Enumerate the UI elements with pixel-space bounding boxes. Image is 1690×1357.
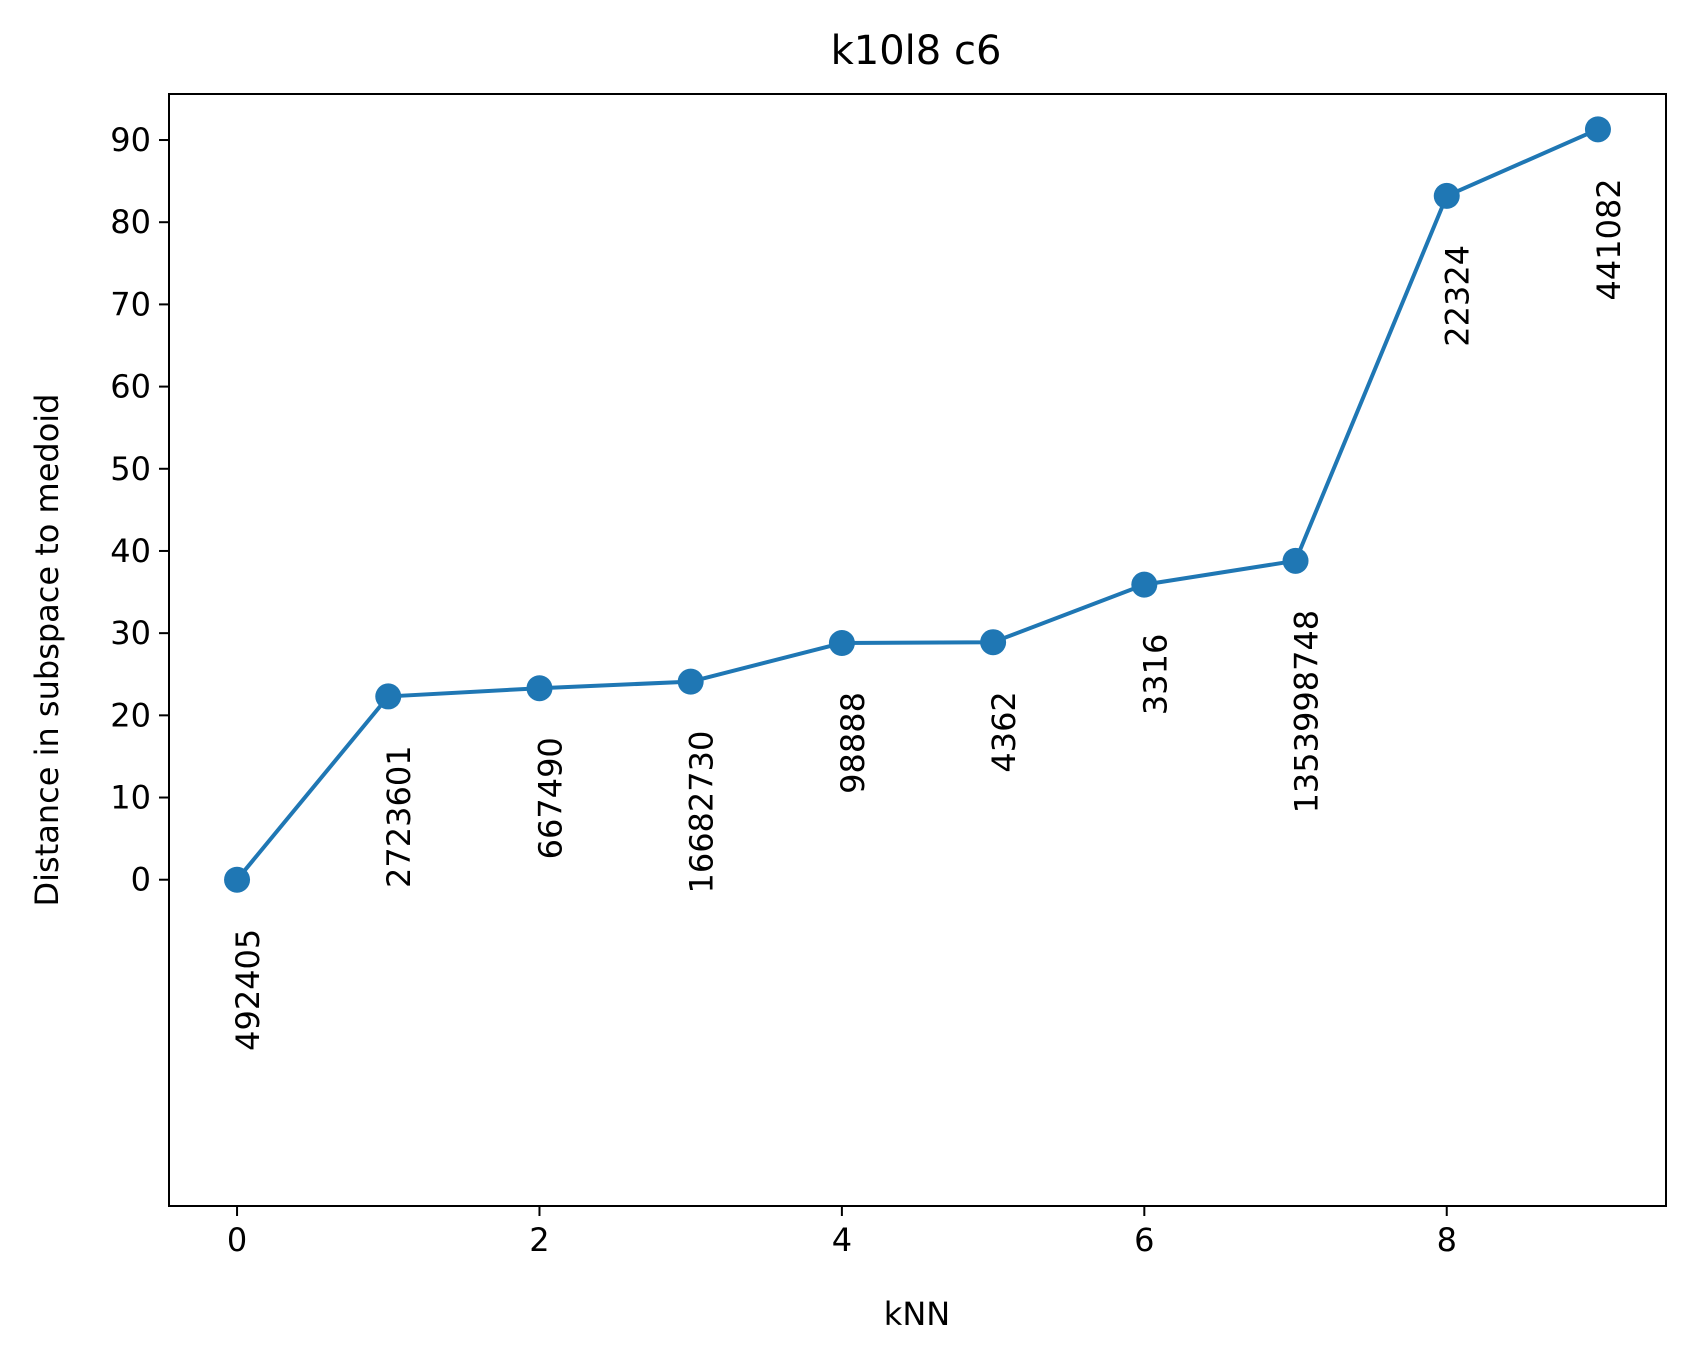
point-label: 22324: [1439, 245, 1477, 347]
x-tick-label: 4: [832, 1221, 852, 1259]
data-point: [375, 683, 402, 710]
x-axis-label: kNN: [884, 1295, 950, 1333]
data-point: [224, 866, 251, 893]
x-axis: 0 2 4 6 8: [227, 1206, 1457, 1259]
point-label: 2723601: [380, 745, 418, 888]
y-tick-label: 40: [110, 532, 151, 570]
point-label: 492405: [229, 929, 267, 1051]
y-axis: 0 10 20 30 40 50 60 70 80 90: [110, 121, 169, 899]
y-tick-label: 70: [110, 285, 151, 323]
data-point: [980, 629, 1007, 656]
y-tick-label: 30: [110, 614, 151, 652]
series-line: [235, 127, 1599, 881]
plot-area: 492405 2723601 667490 16682730 98888 4362 3316…: [224, 116, 1628, 1051]
point-label: 441082: [1590, 178, 1628, 300]
point-label: 98888: [834, 692, 872, 794]
y-tick-label: 10: [110, 779, 151, 817]
axes-frame: [168, 93, 1667, 1207]
y-axis-label: Distance in subspace to medoid: [28, 394, 66, 907]
y-tick-label: 90: [110, 121, 151, 159]
point-label: 1353998748: [1288, 610, 1326, 814]
y-tick-label: 60: [110, 368, 151, 406]
data-point: [828, 630, 855, 657]
data-point: [1433, 182, 1460, 209]
chart-title: k10l8 c6: [831, 28, 1002, 74]
point-label: 667490: [531, 737, 569, 859]
data-point: [1282, 547, 1309, 574]
data-point: [526, 675, 553, 702]
y-tick-label: 50: [110, 450, 151, 488]
y-tick-label: 20: [110, 696, 151, 734]
x-tick-label: 2: [529, 1221, 549, 1259]
x-tick-label: 6: [1134, 1221, 1154, 1259]
x-tick-label: 0: [227, 1221, 247, 1259]
data-point: [1584, 116, 1611, 143]
x-tick-label: 8: [1437, 1221, 1457, 1259]
point-label: 4362: [985, 691, 1023, 772]
data-point: [677, 668, 704, 695]
data-point: [1131, 571, 1158, 598]
y-tick-label: 0: [131, 861, 151, 899]
point-label: 3316: [1136, 634, 1174, 715]
y-tick-label: 80: [110, 203, 151, 241]
point-label: 16682730: [683, 731, 721, 894]
